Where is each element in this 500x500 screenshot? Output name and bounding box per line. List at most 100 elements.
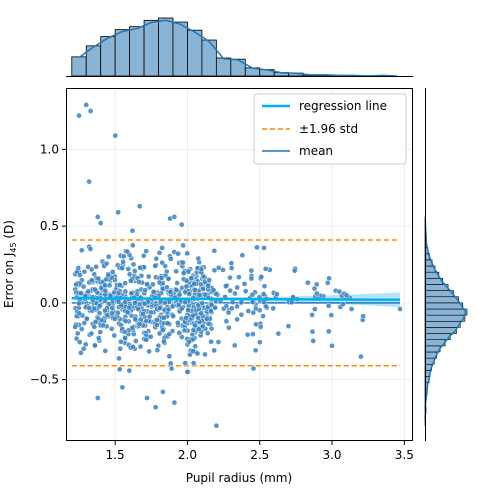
data-point	[194, 350, 201, 357]
data-point	[234, 284, 241, 291]
data-point	[248, 267, 255, 274]
data-point	[336, 288, 343, 295]
data-point	[156, 305, 163, 311]
data-point	[189, 312, 196, 319]
data-point	[76, 300, 82, 307]
data-point	[76, 339, 83, 345]
data-point	[95, 335, 102, 341]
plot-frame	[66, 88, 413, 441]
data-point	[180, 270, 187, 277]
data-point	[168, 365, 175, 372]
data-point	[227, 274, 233, 281]
x-hist-bar	[201, 39, 217, 77]
data-point	[112, 132, 119, 139]
data-point	[238, 311, 245, 318]
data-point	[223, 318, 230, 325]
data-point	[81, 320, 88, 326]
x-tick-label: 2.0	[178, 448, 197, 462]
x-hist-bar	[215, 57, 232, 77]
data-point	[160, 389, 166, 395]
data-point	[192, 322, 198, 329]
data-point	[108, 325, 115, 332]
data-point	[161, 314, 167, 321]
legend-mean-label: mean	[299, 144, 333, 158]
data-point	[128, 278, 134, 284]
data-point	[130, 261, 137, 268]
data-point	[132, 300, 138, 306]
data-point	[261, 283, 268, 290]
data-point	[88, 330, 95, 337]
data-point	[104, 312, 110, 319]
y-axis-label-main: Error on J	[2, 253, 16, 308]
data-point	[204, 330, 211, 337]
data-point	[100, 322, 107, 329]
data-point	[184, 250, 191, 257]
data-point	[160, 338, 167, 345]
data-point	[223, 303, 230, 309]
data-point	[175, 250, 181, 257]
data-point	[171, 399, 178, 406]
y-hist-bar	[424, 290, 454, 298]
data-point	[136, 203, 143, 210]
x-tick-label: 3.5	[395, 448, 414, 462]
data-point	[111, 289, 118, 296]
data-point	[260, 313, 266, 319]
data-point	[164, 320, 171, 327]
data-point	[102, 287, 109, 294]
data-point	[234, 303, 240, 310]
data-point	[142, 287, 148, 294]
data-point	[180, 242, 187, 249]
data-point	[137, 264, 144, 271]
top-marginal	[66, 17, 413, 77]
y-hist-bar	[424, 308, 468, 316]
data-point	[97, 220, 104, 226]
data-point	[178, 221, 185, 228]
data-point	[140, 252, 147, 259]
data-point	[95, 275, 102, 282]
data-point	[109, 269, 116, 275]
y-hist-bar	[424, 302, 464, 310]
data-point	[192, 287, 198, 293]
data-point	[136, 321, 143, 327]
data-point	[195, 315, 202, 321]
data-point	[199, 300, 206, 306]
legend-box	[253, 93, 407, 165]
data-point	[91, 323, 98, 330]
data-point	[173, 287, 180, 293]
data-point	[183, 283, 190, 290]
data-point	[129, 343, 136, 350]
data-point	[183, 277, 190, 284]
data-point	[153, 255, 160, 262]
data-point	[121, 329, 128, 335]
data-point	[98, 317, 105, 323]
data-point	[115, 299, 122, 305]
data-point	[96, 303, 103, 309]
y-hist-bar	[424, 333, 451, 341]
data-point	[186, 291, 193, 297]
data-point	[144, 395, 150, 401]
data-point	[253, 321, 259, 328]
data-point	[190, 360, 197, 366]
data-point	[115, 309, 121, 316]
data-point	[227, 287, 234, 294]
data-point	[131, 268, 138, 274]
data-point	[129, 227, 136, 234]
data-point	[195, 255, 202, 262]
y-tick-label: 0.0	[40, 296, 59, 310]
data-point	[92, 342, 98, 349]
data-point	[152, 262, 159, 269]
legend-regression-label: regression line	[299, 99, 387, 113]
data-point	[310, 338, 317, 344]
data-point	[94, 395, 101, 401]
data-point	[211, 267, 218, 274]
data-point	[329, 342, 335, 349]
x-hist-bar	[158, 17, 174, 77]
data-point	[118, 338, 124, 345]
data-point	[185, 268, 192, 275]
data-point	[116, 355, 122, 362]
data-point	[212, 304, 218, 311]
data-point	[159, 327, 166, 333]
data-point	[120, 258, 126, 265]
data-point	[348, 306, 355, 312]
data-point	[116, 282, 123, 288]
